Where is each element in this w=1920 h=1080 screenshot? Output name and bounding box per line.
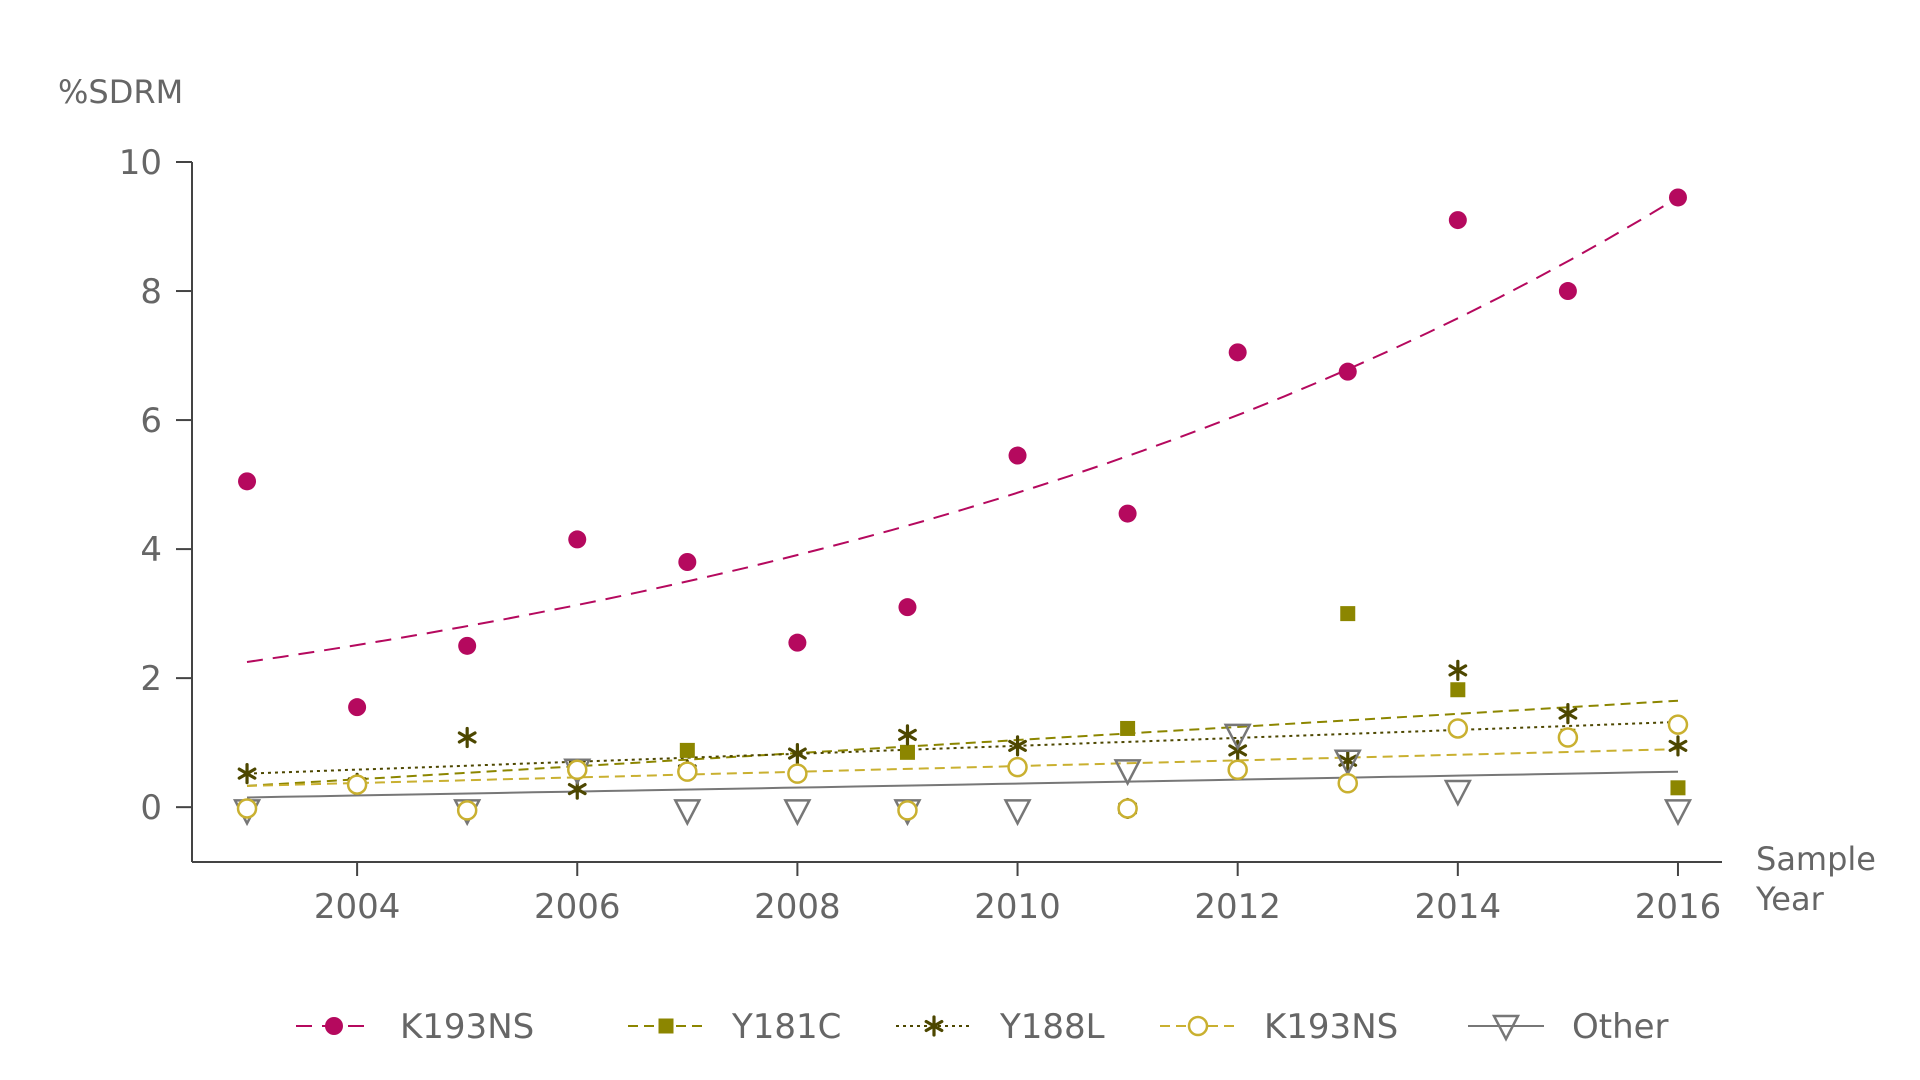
trend-lines: [246, 196, 1679, 799]
data-point-series-4: [1447, 718, 1469, 739]
data-point-series-4: [567, 759, 588, 780]
legend-label: K193NS: [400, 1007, 534, 1047]
x-tick-label: 2014: [1415, 887, 1502, 927]
data-point-series-2: [1670, 780, 1686, 796]
x-tick-label: 2012: [1194, 887, 1281, 927]
y-axis-title: %SDRM: [58, 73, 183, 111]
data-point-series-4: [677, 761, 698, 782]
legend-marker: [924, 1015, 944, 1037]
data-point-series-1: [1118, 504, 1137, 523]
data-point-series-2: [1450, 682, 1466, 698]
x-tick-label: 2006: [534, 887, 621, 927]
x-tick-label: 2008: [754, 887, 841, 927]
data-point-series-4: [1227, 759, 1248, 780]
data-point-series-5: [783, 799, 812, 827]
legend-marker: [658, 1018, 674, 1034]
data-point-series-1: [1228, 343, 1247, 362]
trend-line-4: [246, 748, 1679, 787]
data-point-series-3: [237, 763, 257, 785]
legend-marker: [1491, 1014, 1521, 1042]
legend-item: Other: [1468, 1007, 1669, 1047]
data-point-series-4: [1117, 798, 1138, 819]
trend-line-2: [246, 699, 1679, 787]
data-point-series-1: [238, 472, 257, 491]
legend-marker: [1187, 1015, 1209, 1037]
legend-item: K193NS: [296, 1007, 534, 1047]
data-point-series-3: [1558, 703, 1578, 725]
y-tick-label: 10: [119, 143, 162, 183]
y-tick-label: 2: [140, 659, 162, 699]
x-axis-title-line-1: Sample: [1756, 840, 1876, 878]
data-point-series-5: [1003, 799, 1032, 827]
y-ticks: 0 2 4 6 8 10: [119, 143, 192, 828]
data-point-series-2: [1340, 606, 1356, 622]
data-point-series-4: [1557, 727, 1579, 748]
data-point-series-5: [673, 799, 702, 827]
data-point-series-5: [1113, 759, 1142, 787]
data-point-series-3: [788, 743, 807, 765]
data-point-series-4: [1007, 756, 1028, 778]
data-point-series-1: [678, 553, 697, 571]
data-point-series-3: [1448, 659, 1468, 681]
data-point-series-1: [1008, 446, 1027, 465]
data-point-series-3: [1668, 735, 1688, 757]
data-point-series-1: [1558, 282, 1577, 301]
data-point-series-3: [1008, 735, 1027, 757]
data-point-series-4: [787, 763, 808, 784]
data-point-series-4: [897, 800, 918, 821]
legend-label: Y181C: [731, 1007, 841, 1047]
data-point-series-4: [1667, 714, 1689, 735]
legend-item: Y188L: [896, 1007, 1105, 1047]
data-point-series-4: [456, 800, 478, 821]
data-point-series-1: [458, 636, 477, 655]
y-tick-label: 6: [140, 401, 162, 441]
data-point-series-1: [568, 530, 587, 549]
data-point-series-3: [457, 726, 477, 749]
data-point-series-2: [899, 744, 915, 760]
legend-label: Other: [1572, 1007, 1669, 1047]
data-point-series-5: [1443, 779, 1472, 807]
data-point-series-2: [1120, 720, 1136, 736]
x-tick-label: 2010: [974, 887, 1061, 927]
x-tick-label: 2016: [1635, 887, 1722, 927]
data-point-series-1: [348, 698, 367, 717]
data-point-series-1: [788, 633, 807, 652]
data-point-series-1: [1448, 211, 1467, 230]
y-tick-label: 8: [140, 272, 162, 312]
data-point-series-4: [1337, 773, 1359, 794]
legend-item: K193NS: [1160, 1007, 1398, 1047]
data-point-series-1: [898, 598, 917, 617]
data-points: [232, 188, 1693, 827]
data-point-series-5: [1663, 799, 1693, 827]
legend-label: Y188L: [999, 1007, 1105, 1047]
data-point-series-5: [1333, 749, 1362, 777]
trend-line-5: [246, 770, 1679, 799]
legend-item: Y181C: [628, 1007, 841, 1047]
y-tick-label: 0: [140, 788, 162, 828]
data-point-series-2: [679, 742, 695, 758]
x-tick-label: 2004: [314, 887, 401, 927]
y-tick-label: 4: [140, 530, 162, 570]
legend-marker: [325, 1017, 343, 1035]
legend-label: K193NS: [1264, 1007, 1398, 1047]
data-point-series-4: [236, 798, 258, 819]
data-point-series-4: [346, 774, 368, 795]
legend: K193NS Y181C Y188L K193NS Other: [296, 1007, 1669, 1047]
trend-line-1: [246, 196, 1679, 663]
x-axis-title-line-2: Year: [1755, 880, 1825, 918]
trend-line-3: [246, 721, 1679, 775]
data-point-series-5: [1223, 723, 1252, 751]
data-point-series-3: [898, 724, 917, 746]
x-axis-title: Sample Year: [1755, 840, 1886, 918]
data-point-series-1: [1668, 188, 1687, 207]
data-point-series-1: [1338, 362, 1357, 381]
x-ticks: 2004 2006 2008 2010 2012 2014 2016: [314, 862, 1721, 927]
